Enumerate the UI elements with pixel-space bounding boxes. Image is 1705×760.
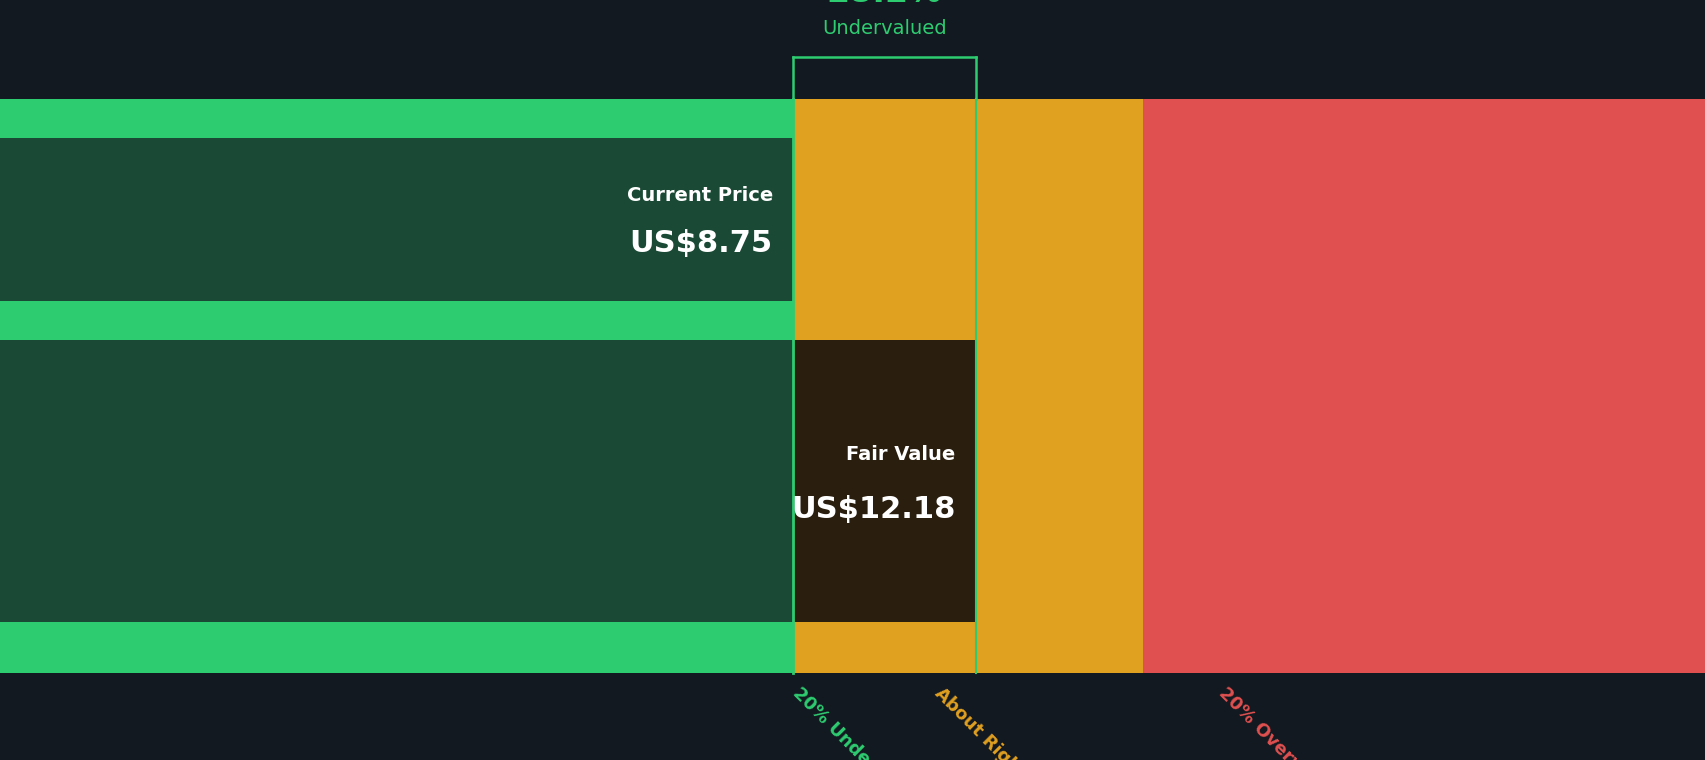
Bar — [793, 99, 1142, 673]
Bar — [0, 99, 793, 673]
Text: Current Price: Current Price — [626, 185, 772, 204]
Text: 20% Overvalued: 20% Overvalued — [1214, 684, 1344, 760]
Text: Undervalued: Undervalued — [822, 18, 946, 37]
Text: 28.2%: 28.2% — [827, 0, 941, 9]
Text: About Right: About Right — [929, 684, 1028, 760]
Text: Fair Value: Fair Value — [846, 445, 955, 464]
Text: US$12.18: US$12.18 — [791, 496, 955, 524]
Bar — [0, 138, 793, 302]
Text: 20% Undervalued: 20% Undervalued — [789, 684, 928, 760]
Text: US$8.75: US$8.75 — [629, 230, 772, 258]
Bar — [0, 340, 793, 622]
Bar — [1142, 99, 1705, 673]
Bar — [793, 340, 975, 622]
